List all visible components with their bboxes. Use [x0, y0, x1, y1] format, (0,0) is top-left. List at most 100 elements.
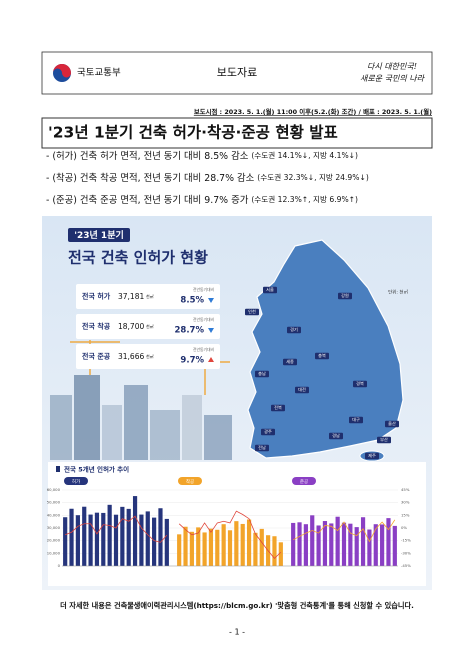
rate-line	[292, 519, 396, 543]
bar	[392, 525, 397, 566]
bar	[272, 536, 277, 566]
region-name: 경북	[356, 380, 364, 387]
change-arrow	[208, 328, 214, 333]
region-name: 제주	[368, 452, 376, 459]
bar	[278, 542, 283, 566]
y2-tick-label: -15%	[401, 538, 411, 543]
bar	[310, 515, 315, 566]
region-name: 세종	[286, 358, 294, 365]
logo	[53, 64, 71, 82]
panel-name: 허가	[72, 478, 80, 485]
stat-value: 37,181	[118, 292, 144, 301]
bar	[215, 529, 220, 566]
bar	[132, 496, 138, 566]
bar	[227, 530, 233, 566]
bar	[335, 516, 340, 566]
region-name: 대전	[298, 386, 306, 393]
region-tag	[255, 370, 269, 378]
bar	[259, 528, 264, 566]
y2-tick-label: -45%	[401, 563, 411, 568]
bar	[221, 524, 226, 566]
y-tick-label: 20,000	[47, 538, 61, 543]
bar	[196, 527, 201, 566]
y-tick-label: 0	[58, 563, 61, 568]
rate-line	[65, 515, 168, 543]
footer-note: 더 자세한 내용은 건축물생애이력관리시스템(https://blcm.go.k…	[60, 601, 414, 610]
stat-box	[76, 344, 220, 369]
panel-header	[292, 477, 316, 485]
bar	[386, 518, 391, 566]
region-tag	[377, 436, 391, 444]
region-name: 강원	[341, 292, 349, 298]
bar	[152, 517, 157, 566]
y-tick-label: 50,000	[47, 500, 61, 505]
bar	[208, 528, 214, 566]
bar	[126, 508, 131, 566]
stat-unit: 천㎡	[146, 353, 154, 359]
region-name: 충남	[258, 370, 266, 376]
doc-type: 보도자료	[217, 66, 257, 79]
bar	[75, 515, 80, 566]
bullet: - (준공) 건축 준공 면적, 전년 동기 대비 9.7% 증가 (수도권 12…	[46, 194, 358, 206]
stat-compare: 전년동기대비	[193, 317, 214, 322]
stat-value: 18,700	[118, 322, 144, 331]
y2-tick-label: -30%	[401, 550, 411, 555]
bar	[189, 531, 194, 566]
bullet-text: - (준공) 건축 준공 면적, 전년 동기 대비 9.7% 증가	[46, 194, 249, 206]
stat-unit: 천㎡	[146, 323, 154, 329]
bar	[145, 511, 150, 566]
bar	[246, 519, 252, 566]
panel-name: 준공	[300, 479, 308, 485]
region-tag	[353, 380, 367, 388]
bar	[101, 512, 106, 566]
region-tag	[365, 452, 379, 460]
bar	[380, 524, 385, 566]
y2-tick-label: 30%	[401, 500, 410, 505]
stat-change: 8.5%	[180, 296, 204, 306]
trend-icon	[56, 466, 60, 472]
bar	[253, 532, 258, 566]
region-tag	[349, 416, 363, 424]
bar	[158, 508, 163, 566]
bar	[164, 518, 169, 566]
bullet-note: (수도권 32.3%↓, 지방 24.9%↓)	[257, 172, 369, 182]
region-tag	[287, 326, 301, 334]
region-name: 전북	[274, 404, 282, 411]
region-tag	[263, 286, 277, 294]
badge-bg	[68, 228, 130, 242]
bar	[341, 522, 347, 566]
y-tick-label: 60,000	[47, 487, 61, 492]
stat-compare: 전년동기대비	[193, 287, 214, 292]
rate-line	[178, 510, 282, 559]
bar	[354, 527, 359, 566]
bar	[303, 524, 308, 566]
bar	[322, 521, 328, 566]
stat-value: 31,666	[118, 352, 144, 361]
bar	[297, 522, 302, 566]
stat-label: 전국 준공	[82, 352, 111, 361]
bar	[360, 517, 366, 566]
region-tag	[245, 308, 259, 316]
ministry-name: 국토교통부	[77, 68, 121, 79]
bar	[373, 524, 378, 566]
region-tag	[338, 292, 352, 300]
trend-title: 전국 5개년 인허가 추이	[64, 465, 129, 474]
stat-box	[76, 284, 220, 309]
region-name: 대구	[352, 416, 360, 423]
slogan-line: 다시 대한민국!	[367, 62, 417, 71]
slogan-line: 새로운 국민의 나라	[360, 74, 426, 83]
region-tag	[271, 404, 285, 412]
y2-tick-label: 15%	[401, 512, 410, 517]
region-name: 울산	[388, 420, 396, 426]
stat-label: 전국 착공	[82, 322, 111, 331]
region-name: 경기	[290, 326, 298, 333]
region-name: 경남	[332, 432, 340, 438]
korea-map	[247, 239, 404, 459]
bar	[316, 525, 321, 566]
bullet-note: (수도권 12.3%↑, 지방 6.9%↑)	[251, 194, 358, 204]
y-tick-label: 10,000	[47, 550, 61, 555]
